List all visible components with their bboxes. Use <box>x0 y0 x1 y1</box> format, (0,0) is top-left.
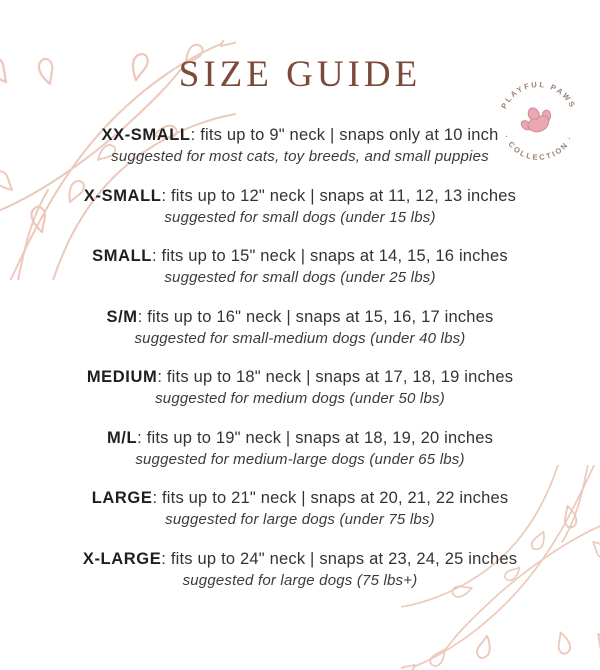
size-desc: : fits up to 12" neck | snaps at 11, 12,… <box>161 186 517 205</box>
size-desc: : fits up to 19" neck | snaps at 18, 19,… <box>137 428 494 447</box>
size-line: SMALL: fits up to 15" neck | snaps at 14… <box>20 246 580 267</box>
size-desc: : fits up to 18" neck | snaps at 17, 18,… <box>157 368 514 386</box>
size-name: X-LARGE <box>82 549 162 568</box>
size-entry-s-m: S/M: fits up to 16" neck | snaps at 15, … <box>20 307 580 349</box>
size-name: M/L <box>106 428 138 447</box>
size-name: X-SMALL <box>83 186 162 205</box>
size-line: X-SMALL: fits up to 12" neck | snaps at … <box>20 186 580 207</box>
badge-top-text: PLAYFUL PAWS <box>499 80 577 110</box>
size-name: MEDIUM <box>86 368 158 386</box>
size-entry-m-l: M/L: fits up to 19" neck | snaps at 18, … <box>20 428 580 470</box>
size-note: suggested for large dogs (under 75 lbs) <box>165 511 435 528</box>
size-desc: : fits up to 21" neck | snaps at 20, 21,… <box>152 489 509 507</box>
size-line: X-LARGE: fits up to 24" neck | snaps at … <box>20 549 580 570</box>
size-name: LARGE <box>91 489 153 507</box>
size-name: S/M <box>106 307 138 326</box>
size-line: MEDIUM: fits up to 18" neck | snaps at 1… <box>20 367 580 388</box>
size-note: suggested for small dogs (under 15 lbs) <box>164 208 436 226</box>
size-name: SMALL <box>92 247 152 265</box>
size-note: suggested for small-medium dogs (under 4… <box>134 329 466 347</box>
collection-badge: PLAYFUL PAWS · COLLECTION · <box>499 80 577 162</box>
size-note: suggested for small dogs (under 25 lbs) <box>164 269 436 286</box>
badge-bottom-text: · COLLECTION · <box>502 133 575 162</box>
size-desc: : fits up to 16" neck | snaps at 15, 16,… <box>137 307 494 326</box>
size-note: suggested for medium-large dogs (under 6… <box>135 450 465 468</box>
size-entry-large: LARGE: fits up to 21" neck | snaps at 20… <box>20 488 580 530</box>
size-entry-x-small: X-SMALL: fits up to 12" neck | snaps at … <box>20 186 580 228</box>
paw-icon <box>520 107 552 133</box>
size-note: suggested for medium dogs (under 50 lbs) <box>155 390 445 407</box>
size-line: M/L: fits up to 19" neck | snaps at 18, … <box>20 428 580 449</box>
size-line: LARGE: fits up to 21" neck | snaps at 20… <box>20 488 580 509</box>
size-desc: : fits up to 15" neck | snaps at 14, 15,… <box>151 247 508 265</box>
size-line: S/M: fits up to 16" neck | snaps at 15, … <box>20 307 580 328</box>
size-entry-medium: MEDIUM: fits up to 18" neck | snaps at 1… <box>20 367 580 409</box>
size-desc: : fits up to 24" neck | snaps at 23, 24,… <box>161 549 518 568</box>
size-entry-small: SMALL: fits up to 15" neck | snaps at 14… <box>20 246 580 288</box>
size-desc: : fits up to 9" neck | snaps only at 10 … <box>190 126 499 144</box>
size-list: XX-SMALL: fits up to 9" neck | snaps onl… <box>20 125 580 591</box>
size-entry-x-large: X-LARGE: fits up to 24" neck | snaps at … <box>20 549 580 591</box>
size-name: XX-SMALL <box>101 126 191 144</box>
size-note: suggested for large dogs (75 lbs+) <box>182 571 418 589</box>
